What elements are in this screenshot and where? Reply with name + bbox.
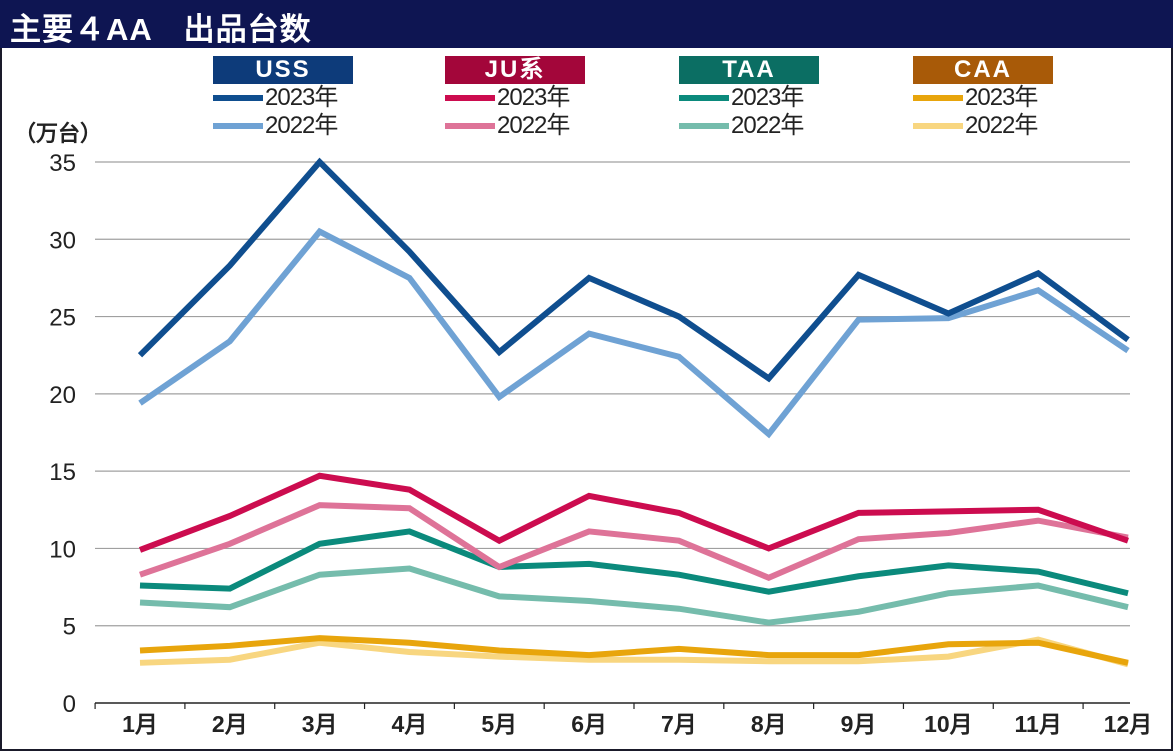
- legend-label: 2023年: [965, 84, 1038, 111]
- legend-entry: 2022年: [445, 112, 585, 140]
- chart-title: 主要４AA 出品台数: [10, 12, 312, 47]
- x-tick-label: 8月: [751, 711, 787, 737]
- legend-group-label: USS: [213, 56, 353, 84]
- legend-group-label: JU系: [445, 56, 585, 84]
- legend-label: 2022年: [731, 112, 804, 139]
- x-tick-label: 9月: [841, 711, 877, 737]
- series-line-CAA-2023年: [139, 635, 1129, 666]
- legend-label: 2022年: [965, 112, 1038, 139]
- x-tick-label: 10月: [924, 711, 973, 737]
- y-tick-label: 10: [49, 536, 76, 563]
- legend-group-label: TAA: [679, 56, 819, 84]
- y-tick-label: 30: [49, 227, 76, 254]
- legend-label: 2023年: [731, 84, 804, 111]
- legend-swatch: [913, 95, 963, 101]
- legend-group: USS 2023年 2022年: [213, 56, 353, 140]
- legend-swatch: [213, 123, 263, 129]
- y-axis-unit-label: （万台）: [14, 121, 103, 146]
- legend-label: 2022年: [497, 112, 570, 139]
- x-tick-label: 12月: [1104, 711, 1153, 737]
- series-line-JU系-2022年: [139, 502, 1129, 582]
- legend-swatch: [445, 123, 495, 129]
- x-tick-label: 1月: [122, 711, 158, 737]
- series-line-USS-2023年: [137, 157, 1130, 383]
- series-line-TAA-2023年: [139, 528, 1129, 597]
- y-tick-label: 35: [49, 150, 76, 177]
- x-tick-label: 5月: [481, 711, 517, 737]
- legend-entry: 2022年: [913, 112, 1053, 140]
- legend-group-label: CAA: [913, 56, 1053, 84]
- legend-swatch: [913, 123, 963, 129]
- legend-label: 2023年: [265, 84, 338, 111]
- x-tick-label: 4月: [392, 711, 428, 737]
- x-tick-label: 11月: [1015, 711, 1062, 737]
- legend-entry: 2022年: [213, 112, 353, 140]
- legend-entry: 2023年: [913, 84, 1053, 112]
- legend-label: 2023年: [497, 84, 570, 111]
- legend-group: JU系 2023年 2022年: [445, 56, 585, 140]
- x-tick-label: 6月: [571, 711, 607, 737]
- title-bar: 主要４AA 出品台数: [0, 0, 1173, 48]
- legend-swatch: [679, 123, 729, 129]
- x-tick-label: 2月: [212, 711, 248, 737]
- series-line-CAA-2022年: [139, 636, 1129, 668]
- legend-entry: 2023年: [213, 84, 353, 112]
- series-line-USS-2022年: [138, 227, 1130, 439]
- legend-group: TAA 2023年 2022年: [679, 56, 819, 140]
- y-tick-label: 25: [49, 305, 76, 332]
- legend-label: 2022年: [265, 112, 338, 139]
- series-line-TAA-2022年: [139, 565, 1129, 626]
- legend-entry: 2023年: [445, 84, 585, 112]
- legend-swatch: [445, 95, 495, 101]
- legend-swatch: [213, 95, 263, 101]
- legend-entry: 2023年: [679, 84, 819, 112]
- legend-group: CAA 2023年 2022年: [913, 56, 1053, 140]
- x-tick-label: 3月: [302, 711, 338, 737]
- y-tick-label: 15: [49, 459, 76, 486]
- legend-entry: 2022年: [679, 112, 819, 140]
- x-tick-label: 7月: [661, 711, 697, 737]
- y-tick-label: 0: [63, 691, 76, 718]
- y-tick-label: 5: [63, 614, 76, 641]
- y-tick-label: 20: [49, 382, 76, 409]
- legend-swatch: [679, 95, 729, 101]
- series-line-JU系-2023年: [138, 472, 1129, 553]
